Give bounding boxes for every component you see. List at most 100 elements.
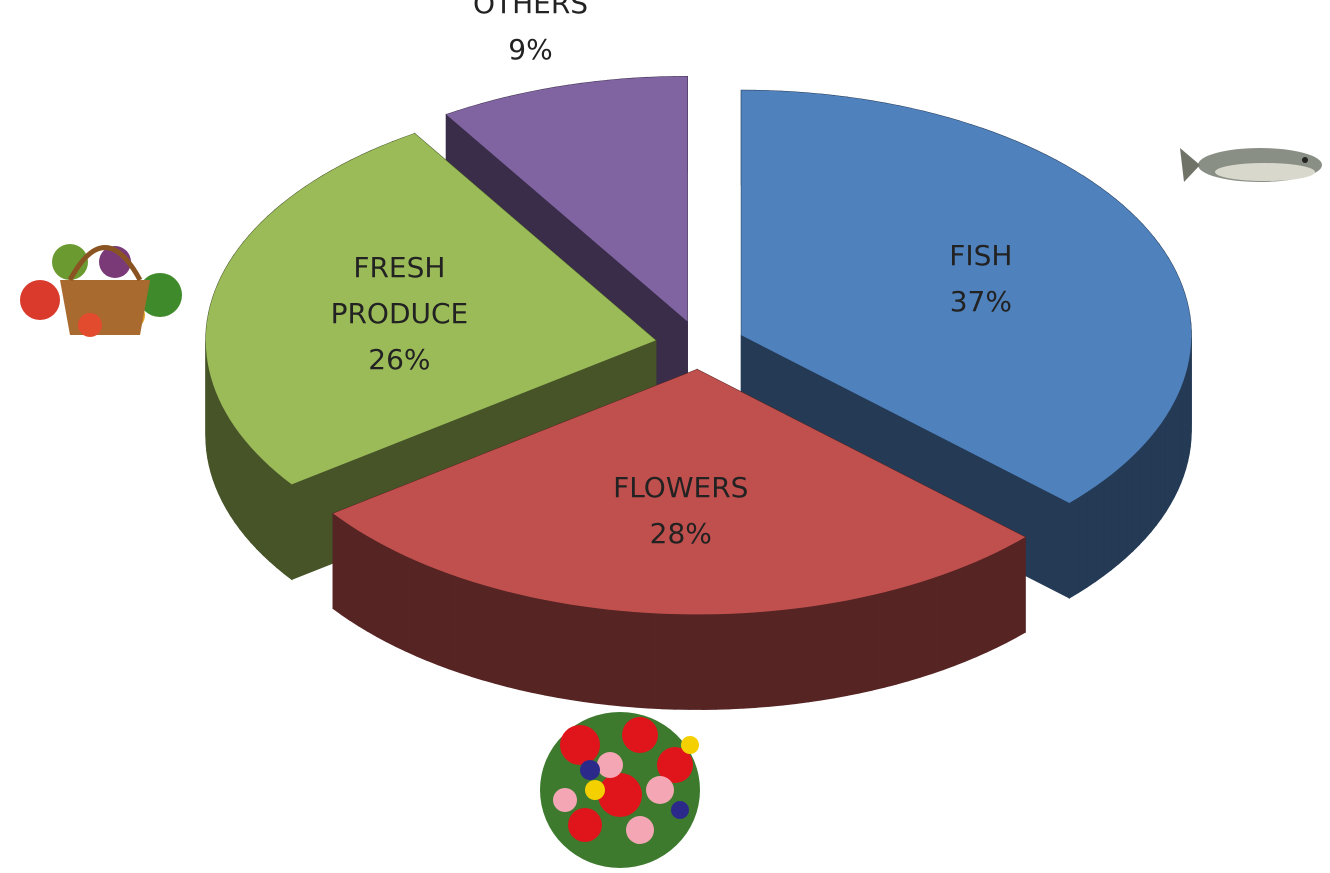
slice-side	[262, 458, 271, 563]
slice-side	[395, 550, 407, 653]
slice-top	[205, 133, 656, 485]
produce-icon	[20, 244, 182, 337]
slice-side	[995, 546, 1007, 649]
slice-side	[1103, 473, 1112, 577]
slice-side	[919, 577, 933, 678]
slice-side	[340, 518, 351, 621]
slice-side	[755, 610, 770, 708]
slice-side	[675, 613, 690, 710]
slices	[205, 75, 1192, 710]
slice-side	[1173, 395, 1179, 498]
slice-side	[896, 585, 909, 685]
slice-side	[283, 477, 293, 581]
slice-side	[494, 587, 508, 688]
slice-side	[859, 594, 873, 694]
slice-side	[795, 606, 810, 705]
slice-side	[742, 611, 757, 709]
slice-side	[1138, 441, 1146, 546]
slice-side	[701, 613, 717, 710]
slice-side	[544, 599, 558, 698]
slice-side	[250, 445, 258, 550]
slice-side	[1005, 541, 1017, 644]
fish-icon	[1180, 148, 1322, 182]
slice-side	[405, 555, 417, 657]
slice-side	[426, 564, 439, 666]
slice-side	[953, 565, 966, 667]
slice-side	[608, 609, 623, 707]
slice-side	[569, 603, 584, 703]
slice-side	[349, 524, 359, 627]
slice-top	[446, 76, 688, 322]
slice-side	[688, 613, 703, 710]
slice-side	[415, 560, 428, 662]
slice-side	[582, 605, 597, 704]
slice-side	[1144, 435, 1152, 540]
slice-side	[1015, 536, 1026, 639]
slice-side	[1125, 454, 1134, 559]
slice	[332, 368, 1026, 710]
slice-label: FLOWERS 28%	[586, 465, 776, 557]
slice-side	[244, 439, 252, 544]
slice-side	[1095, 479, 1105, 583]
slice-side	[871, 591, 885, 691]
slice-side	[985, 551, 997, 654]
category-label: FRESH PRODUCE	[330, 250, 469, 330]
slice-top	[333, 369, 1026, 615]
slice-side	[975, 556, 987, 658]
slice-side	[556, 601, 571, 701]
slice-side	[1165, 407, 1171, 513]
slice-side	[385, 545, 397, 648]
slice-side	[218, 398, 223, 502]
slice-side	[635, 611, 650, 709]
slice-side	[1086, 485, 1097, 588]
value-label: 26%	[368, 342, 431, 376]
slice	[205, 132, 657, 581]
slice-side	[1068, 496, 1079, 599]
value-label: 37%	[949, 284, 1012, 318]
slice-top	[741, 90, 1192, 503]
slice-side	[1077, 491, 1088, 594]
slice-side	[846, 597, 861, 697]
slice-side	[728, 612, 744, 710]
slice-side	[1132, 448, 1140, 553]
slice-side	[448, 573, 461, 674]
slice-side	[459, 577, 473, 678]
slice-side	[595, 607, 610, 706]
slice-label: OTHERS 9%	[436, 0, 626, 73]
slice-side	[239, 432, 246, 537]
slice-side	[808, 604, 823, 703]
slice-side	[332, 512, 342, 616]
category-label: OTHERS	[472, 0, 589, 21]
slice-side	[1110, 467, 1120, 571]
slice-side	[357, 529, 368, 632]
value-label: 28%	[649, 517, 712, 551]
slice-side	[276, 471, 285, 575]
slice-side	[781, 607, 797, 706]
category-label: FLOWERS	[613, 471, 749, 505]
flowers-icon	[540, 712, 700, 868]
slice-side	[531, 596, 546, 696]
category-label: FISH	[949, 238, 1013, 272]
slice-side	[482, 584, 496, 685]
slice-side	[1150, 428, 1157, 533]
slice-side	[375, 540, 387, 643]
slice-side	[519, 593, 533, 693]
slice-side	[964, 561, 977, 663]
slice-side	[225, 411, 231, 517]
slice-side	[1160, 414, 1167, 520]
slice-side	[471, 580, 484, 681]
slice-side	[229, 418, 236, 524]
slice-side	[942, 569, 955, 671]
slice-side	[715, 613, 730, 710]
slice-side	[821, 602, 835, 701]
slice-label: FRESH PRODUCE 26%	[304, 245, 494, 383]
slice-side	[931, 573, 944, 675]
slice-side	[661, 613, 677, 710]
slice-side	[221, 405, 227, 509]
slice-side	[437, 568, 450, 670]
slice-side	[648, 612, 663, 710]
slice-side	[907, 581, 921, 682]
slice-side	[234, 425, 241, 531]
